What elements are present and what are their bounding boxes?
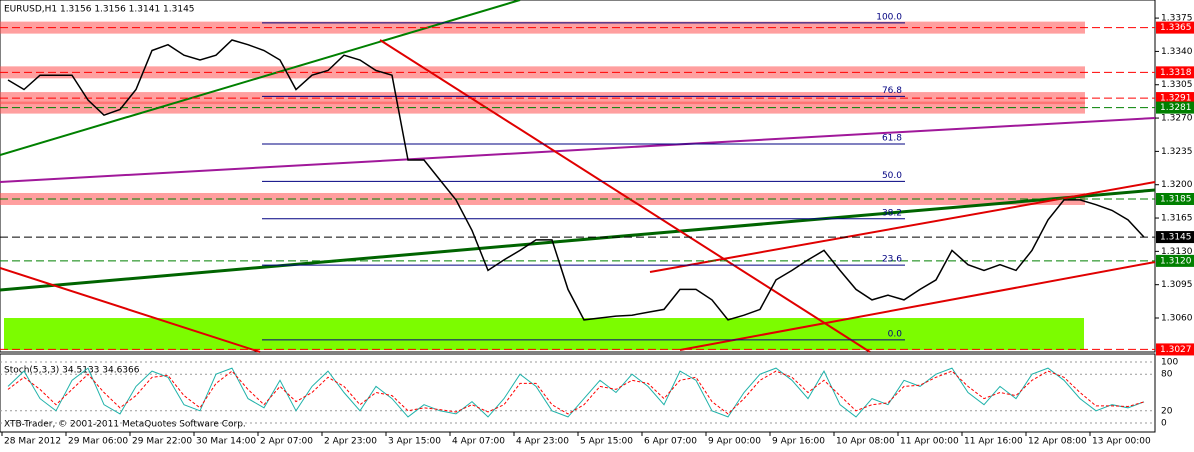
stoch-line (7, 370, 1145, 415)
y-tick-label: 1.3060 (1161, 314, 1193, 324)
level-label: 1.3120 (1160, 256, 1192, 266)
y-tick-label: 1.3235 (1161, 147, 1193, 157)
stoch-tick-label: 0 (1161, 419, 1167, 429)
level-tag (1156, 192, 1194, 205)
fib-label: 76.8 (882, 86, 902, 96)
x-tick-label: 12 Apr 08:00 (1028, 437, 1087, 447)
x-tick-label: 11 Apr 16:00 (964, 437, 1023, 447)
x-tick-label: 2 Apr 07:00 (260, 437, 313, 447)
stoch-tick-label: 80 (1161, 370, 1173, 380)
stoch-tick-label: 100 (1161, 358, 1178, 368)
level-tag (1156, 343, 1194, 356)
y-tick-label: 1.3270 (1161, 114, 1193, 124)
level-tag (1156, 21, 1194, 34)
stoch-frame (0, 353, 1156, 433)
trend-line (0, 117, 1156, 183)
x-tick-label: 6 Apr 07:00 (644, 437, 697, 447)
trend-line (0, 0, 521, 156)
level-tag (1156, 231, 1194, 244)
level-label: 1.3027 (1160, 345, 1192, 355)
level-tag (1156, 254, 1194, 267)
y-tick-label: 1.3305 (1161, 80, 1193, 90)
x-tick-label: 10 Apr 08:00 (836, 437, 895, 447)
x-tick-label: 29 Mar 06:00 (68, 437, 128, 447)
trend-line (679, 261, 1156, 351)
x-tick-label: 4 Apr 23:00 (516, 437, 569, 447)
fib-label: 38.2 (882, 208, 902, 218)
price-line (7, 39, 1145, 321)
fib-label: 23.6 (882, 255, 902, 265)
y-tick-label: 1.3200 (1161, 180, 1193, 190)
x-tick-label: 30 Mar 14:00 (196, 437, 256, 447)
level-label: 1.3291 (1160, 94, 1192, 104)
fib-label: 50.0 (882, 171, 902, 181)
y-tick-label: 1.3165 (1161, 214, 1193, 224)
x-tick-label: 2 Apr 23:00 (324, 437, 377, 447)
fib-label: 100.0 (876, 12, 902, 22)
stoch-line (7, 367, 1145, 418)
trend-line (379, 39, 871, 353)
level-label: 1.3185 (1160, 194, 1192, 204)
x-tick-label: 13 Apr 00:00 (1092, 437, 1151, 447)
y-tick-label: 1.3095 (1161, 280, 1193, 290)
level-tag (1156, 92, 1194, 105)
x-tick-label: 11 Apr 00:00 (900, 437, 959, 447)
y-tick-label: 1.3340 (1161, 47, 1193, 57)
level-label: 1.3365 (1160, 23, 1192, 33)
fib-label: 61.8 (882, 133, 902, 143)
x-tick-label: 9 Apr 16:00 (772, 437, 825, 447)
support-zone (4, 318, 1084, 350)
chart-title: EURUSD,H1 1.3156 1.3156 1.3141 1.3145 (4, 5, 195, 15)
stoch-tick-label: 20 (1161, 406, 1173, 416)
level-tag (1156, 66, 1194, 79)
copyright: XTB-Trader, © 2001-2011 MetaQuotes Softw… (4, 420, 246, 430)
x-tick-label: 5 Apr 15:00 (580, 437, 633, 447)
trend-line (649, 181, 1156, 273)
y-tick-label: 1.3375 (1161, 14, 1193, 24)
trend-line (0, 267, 261, 353)
x-tick-label: 29 Mar 22:00 (132, 437, 192, 447)
x-tick-label: 3 Apr 15:00 (388, 437, 441, 447)
level-label: 1.3281 (1160, 103, 1192, 113)
x-tick-label: 28 Mar 2012 (4, 437, 61, 447)
level-label: 1.3318 (1160, 68, 1192, 78)
level-tag (1156, 101, 1194, 114)
y-tick-label: 1.3130 (1161, 247, 1193, 257)
x-tick-label: 9 Apr 00:00 (708, 437, 761, 447)
fib-label: 0.0 (888, 329, 903, 339)
stoch-title: Stoch(5,3,3) 34.5133 34.6366 (4, 366, 140, 376)
x-tick-label: 4 Apr 07:00 (452, 437, 505, 447)
main-frame (0, 0, 1156, 353)
trend-line (0, 188, 1156, 292)
level-label: 1.3145 (1160, 233, 1192, 243)
